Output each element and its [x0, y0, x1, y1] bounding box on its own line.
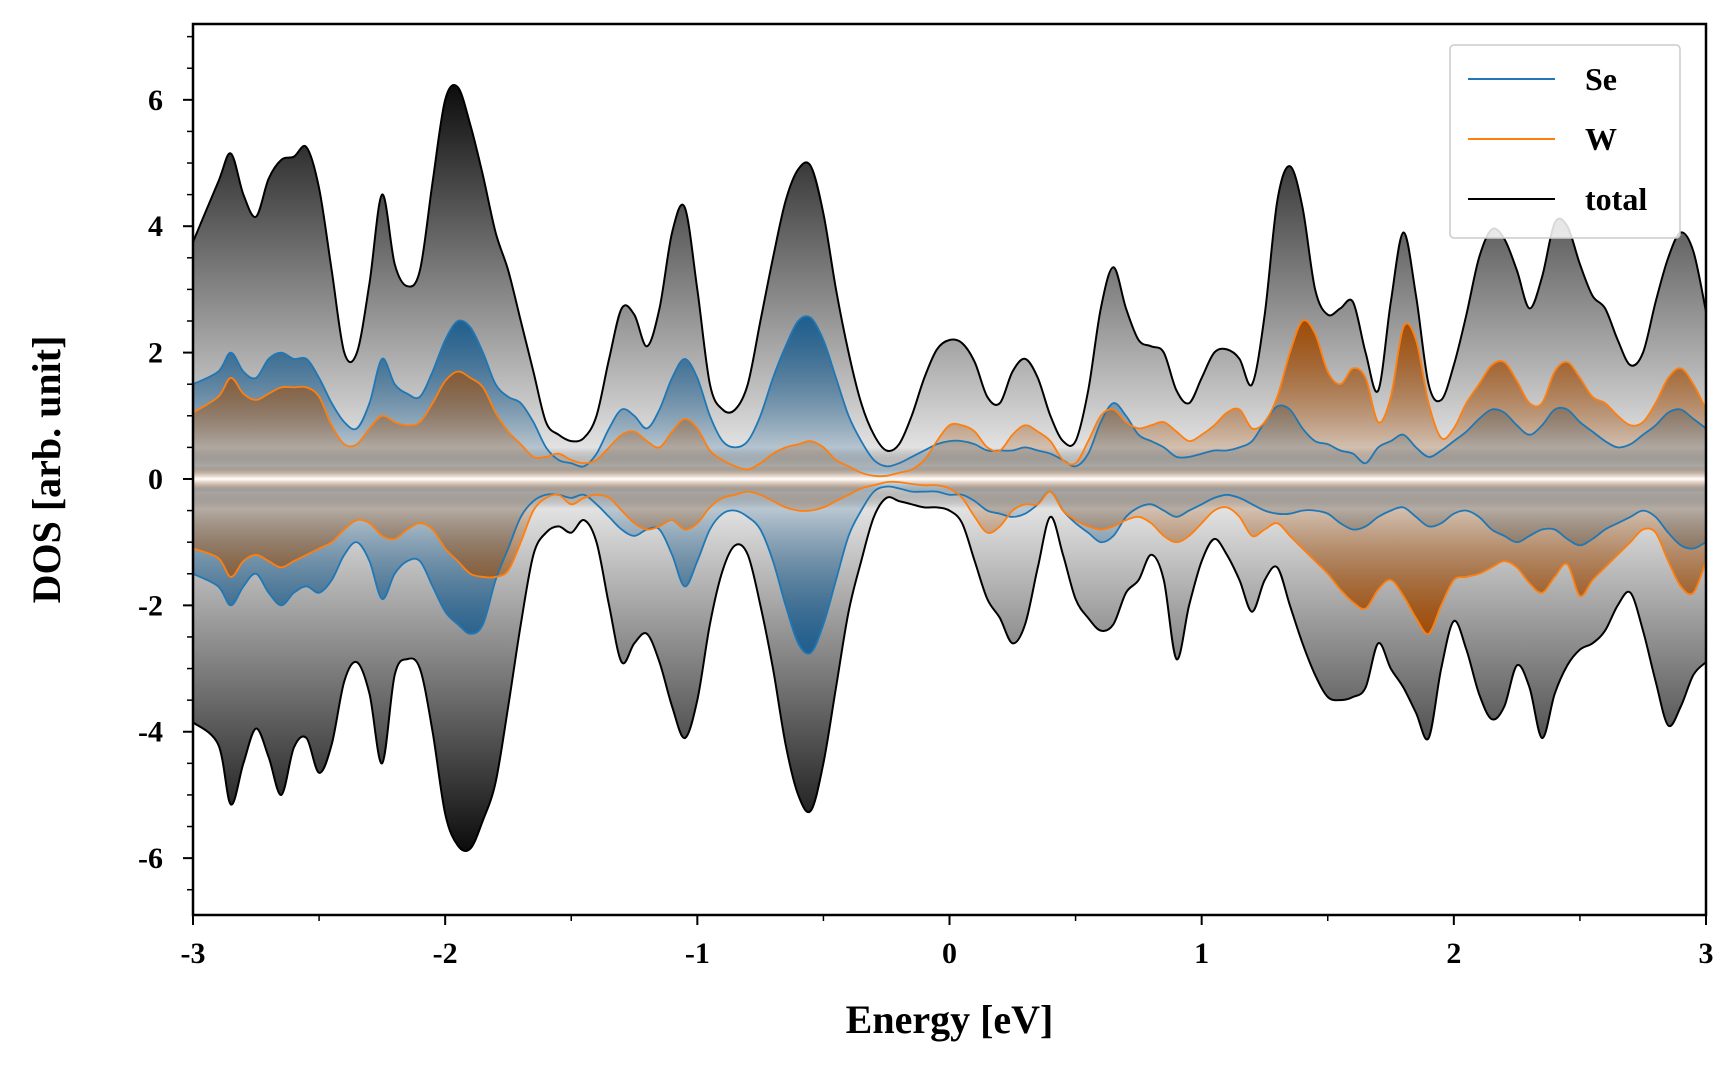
y-tick-label: -6 [138, 842, 163, 875]
w-down-fill [193, 479, 1706, 635]
se-down-line [193, 485, 1706, 655]
x-tick-label: -2 [433, 937, 458, 970]
series-lines [193, 84, 1706, 853]
legend-label-se: Se [1585, 61, 1617, 97]
area-fills [193, 85, 1706, 852]
x-tick-label: -3 [181, 937, 206, 970]
legend-label-total: total [1585, 181, 1647, 217]
y-tick-label: 2 [148, 337, 163, 370]
legend-label-w: W [1585, 121, 1617, 157]
y-tick-label: 6 [148, 84, 163, 117]
y-tick-label: -4 [138, 716, 163, 749]
tick-labels: -3 -2 -1 0 1 2 3 -6 -4 -2 0 2 4 6 [138, 84, 1714, 970]
axis-ticks [183, 35, 1707, 925]
w-down-line [193, 480, 1706, 635]
y-tick-label: 0 [148, 463, 163, 496]
x-axis-title: Energy [eV] [846, 997, 1054, 1042]
se-up-line [193, 315, 1706, 468]
x-tick-label: 3 [1699, 937, 1714, 970]
legend-box [1449, 44, 1681, 239]
y-tick-label: 4 [148, 210, 163, 243]
total-up-line [193, 84, 1706, 453]
x-tick-label: -1 [685, 937, 710, 970]
x-tick-label: 1 [1194, 937, 1209, 970]
y-axis-title: DOS [arb. unit] [24, 336, 69, 604]
y-tick-label: -2 [138, 589, 163, 622]
total-down-line [193, 496, 1706, 853]
x-tick-label: 2 [1446, 937, 1461, 970]
w-up-line [193, 319, 1706, 478]
w-up-fill [193, 320, 1706, 479]
x-tick-label: 0 [942, 937, 957, 970]
